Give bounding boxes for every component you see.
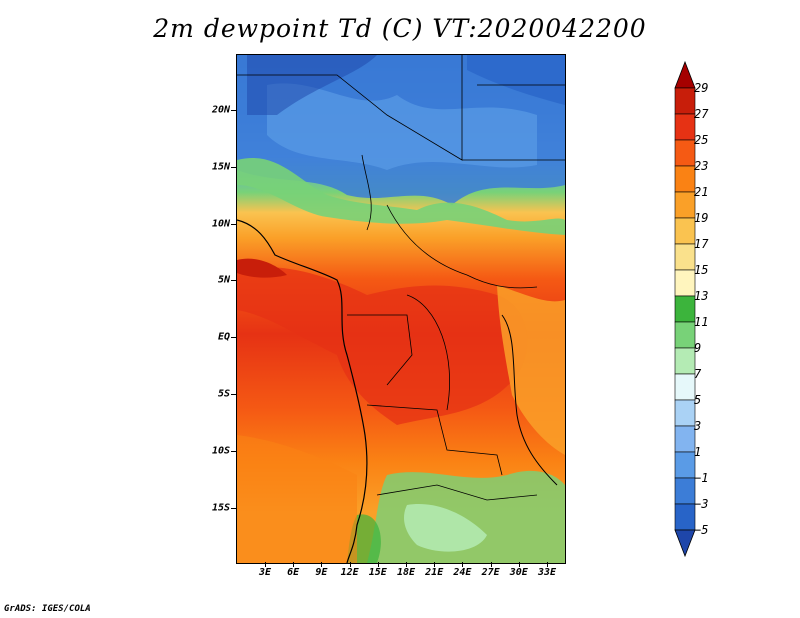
lat-tick [231, 337, 236, 339]
chart-title: 2m dewpoint Td (C) VT:2020042200 [153, 14, 647, 43]
lon-tick [490, 562, 492, 567]
colorbar-level-label: 1 [694, 445, 702, 459]
grads-credit: GrADS: IGES/COLA [4, 604, 91, 614]
colorbar-level-label: 11 [694, 315, 709, 329]
colorbar-level-label: 3 [694, 419, 702, 433]
lat-tick [231, 280, 236, 282]
colorbar-level-label: 23 [694, 159, 709, 173]
lat-label-10s: 10S [211, 445, 230, 457]
colorbar-swatch [674, 113, 696, 141]
lon-label-6e: 6E [287, 567, 300, 578]
lon-tick [406, 562, 407, 567]
lon-tick [377, 562, 379, 567]
colorbar-swatch [674, 269, 696, 297]
dewpoint-field [237, 55, 565, 563]
colorbar-swatch [674, 165, 696, 193]
lat-label-eq: EQ [217, 331, 230, 343]
colorbar-level-label: 15 [694, 263, 709, 277]
colorbar-level-label: 9 [694, 341, 702, 355]
lat-tick [231, 450, 236, 452]
lat-tick [231, 223, 236, 225]
lon-label-3e: 3E [258, 567, 272, 578]
colorbar-bottom-arrow [674, 529, 696, 558]
colorbar-level-label: −3 [694, 497, 709, 511]
colorbar-level-label: 27 [694, 107, 709, 121]
lon-tick [518, 562, 520, 567]
lon-label-12e: 12E [340, 567, 359, 578]
dewpoint-map [236, 54, 566, 564]
lat-label-5s: 5S [217, 388, 230, 400]
colorbar-level-label: 29 [694, 81, 709, 95]
colorbar-level-label: 7 [694, 367, 702, 381]
lon-label-9e: 9E [315, 567, 328, 578]
lon-label-27e: 27E [481, 567, 500, 578]
lat-tick [231, 394, 236, 395]
colorbar-swatch [674, 373, 696, 401]
colorbar-swatch [674, 243, 696, 271]
colorbar-top-arrow [674, 60, 696, 89]
colorbar-swatches [674, 60, 696, 558]
lon-label-21e: 21E [425, 567, 444, 578]
colorbar-swatch [674, 87, 696, 115]
colorbar-swatch [674, 217, 696, 245]
colorbar-level-label: 19 [694, 211, 709, 225]
colorbar-swatch [674, 347, 696, 375]
lat-tick [231, 110, 236, 111]
lon-tick [265, 562, 266, 567]
lon-tick [462, 562, 464, 567]
colorbar-level-label: −5 [694, 523, 709, 537]
lon-tick [434, 562, 436, 567]
lon-tick [293, 562, 295, 567]
colorbar-swatch [674, 451, 696, 479]
lat-label-5n: 5N [217, 274, 230, 286]
colorbar-swatch [674, 295, 696, 323]
lon-label-18e: 18E [396, 567, 416, 578]
colorbar-swatch [674, 477, 696, 505]
colorbar-swatch [674, 191, 696, 219]
lon-label-15e: 15E [368, 567, 387, 578]
lon-tick [321, 562, 323, 567]
lat-tick [231, 507, 236, 509]
colorbar-level-label: 25 [694, 133, 709, 147]
colorbar-swatch [674, 321, 696, 349]
colorbar-level-label: 21 [694, 185, 709, 199]
colorbar-swatch [674, 139, 696, 167]
lat-label-15n: 15N [211, 161, 230, 173]
lon-label-24e: 24E [453, 567, 472, 578]
lat-tick [231, 166, 236, 168]
colorbar-swatch [674, 399, 696, 427]
lon-label-33e: 33E [537, 567, 557, 578]
lat-label-20n: 20N [211, 104, 230, 116]
colorbar-swatch [674, 503, 696, 531]
lon-tick [547, 562, 548, 567]
colorbar-level-label: 17 [694, 237, 709, 251]
colorbar-swatch [674, 425, 696, 453]
lon-tick [349, 562, 351, 567]
colorbar-level-label: 13 [694, 289, 709, 303]
lat-label-10n: 10N [211, 218, 230, 230]
colorbar-level-label: −1 [694, 471, 709, 485]
lat-label-15s: 15S [211, 502, 230, 514]
colorbar-level-label: 5 [694, 393, 702, 407]
lon-label-30e: 30E [509, 567, 528, 578]
